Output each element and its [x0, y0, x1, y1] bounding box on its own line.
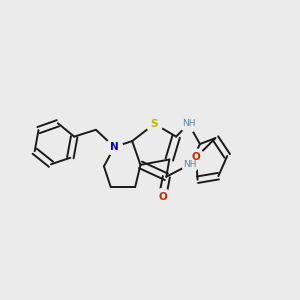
Text: O: O — [192, 152, 200, 162]
Text: N: N — [110, 142, 119, 152]
Circle shape — [180, 116, 197, 132]
Text: NH: NH — [182, 119, 195, 128]
Text: S: S — [151, 119, 158, 129]
Text: NH: NH — [183, 160, 197, 169]
Circle shape — [188, 149, 204, 166]
Text: O: O — [158, 192, 167, 202]
Circle shape — [154, 189, 171, 205]
Circle shape — [182, 156, 198, 172]
Circle shape — [146, 116, 163, 132]
Circle shape — [106, 139, 123, 155]
